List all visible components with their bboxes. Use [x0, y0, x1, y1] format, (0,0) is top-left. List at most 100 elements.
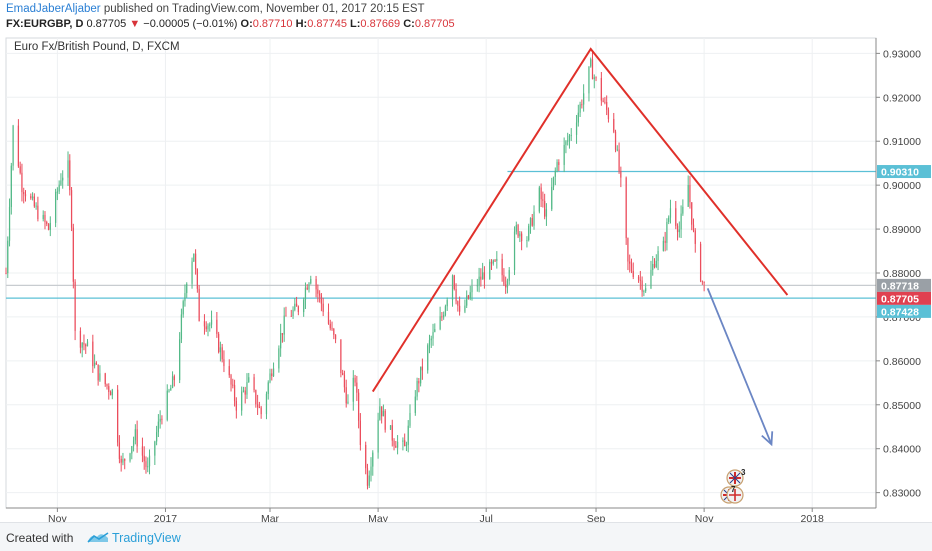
candle-body: [508, 270, 510, 281]
candle-body: [216, 319, 218, 334]
candle-body: [414, 396, 416, 413]
candle-body: [329, 323, 331, 329]
candle-body: [322, 303, 324, 312]
candle-body: [159, 418, 161, 422]
candle-body: [232, 384, 234, 386]
eu-flag-icon[interactable]: 7: [726, 485, 744, 504]
candle-body: [267, 382, 269, 394]
chart-header: EmadJaberAljaber published on TradingVie…: [0, 0, 932, 32]
candle-body: [466, 295, 468, 306]
candle-body: [47, 223, 50, 230]
x-tick-label: Sep: [587, 513, 606, 522]
candle-body: [290, 315, 292, 317]
candle-body: [132, 440, 135, 447]
candle-body: [627, 238, 629, 262]
candle-body: [292, 309, 294, 317]
candle-body: [687, 185, 689, 207]
x-tick-label: Nov: [695, 513, 714, 522]
candle-body: [99, 373, 101, 381]
candle-body: [602, 100, 604, 102]
candle-body: [563, 144, 565, 165]
close-value: 0.87705: [414, 18, 455, 30]
candle-body: [343, 374, 346, 388]
candle-body: [652, 263, 654, 270]
candle-body: [136, 429, 138, 447]
candle-body: [8, 207, 11, 241]
candle-body: [145, 461, 147, 467]
candle-body: [304, 287, 307, 300]
candle-body: [639, 279, 641, 281]
candle-body: [643, 291, 645, 293]
candle-body: [664, 240, 666, 243]
candle-body: [641, 280, 643, 292]
candle-body: [701, 280, 703, 282]
candle-body: [404, 440, 406, 447]
open-label: O:: [240, 18, 253, 30]
candle-body: [483, 272, 486, 280]
drawings: [371, 47, 789, 447]
price-chart[interactable]: 0.93000 0.92000 0.91000 0.90000 0.89000 0.880…: [0, 32, 932, 525]
event-badge-count: 3: [741, 468, 746, 477]
candle-body: [58, 184, 60, 192]
price-label-text: 0.90310: [881, 167, 919, 179]
candle-body: [166, 390, 168, 420]
x-tick-label: 2018: [801, 513, 825, 522]
candle-body: [203, 321, 206, 327]
candle-body: [265, 393, 268, 415]
candle-body: [342, 372, 344, 375]
candle-body: [538, 187, 540, 212]
candle-body: [416, 380, 418, 397]
candle-body: [253, 377, 255, 391]
candle-body: [389, 425, 392, 430]
candle-body: [552, 176, 555, 187]
candle-body: [620, 171, 622, 178]
tradingview-brand[interactable]: TradingView: [112, 531, 181, 545]
price-label-box: [877, 165, 931, 179]
candle-body: [248, 377, 250, 383]
y-tick-label: 0.84000: [883, 444, 921, 456]
footer: Created with TradingView: [0, 522, 932, 551]
candle-body: [235, 401, 237, 411]
candle-body: [173, 376, 175, 381]
candle-body: [118, 442, 121, 459]
candle-body: [528, 225, 530, 241]
candle-body: [515, 225, 517, 232]
candle-body: [402, 440, 404, 442]
candle-body: [85, 344, 87, 347]
tradingview-logo-icon[interactable]: [86, 529, 110, 545]
price-label-box: [877, 304, 931, 318]
chart-area[interactable]: 0.93000 0.92000 0.91000 0.90000 0.89000 0.880…: [0, 32, 932, 525]
y-tick-label: 0.86000: [883, 356, 921, 368]
uk-flag-icon[interactable]: 3: [726, 468, 746, 487]
candle-body: [441, 316, 443, 318]
candle-body: [629, 261, 631, 264]
candle-body: [666, 221, 668, 243]
candle-body: [241, 391, 243, 411]
candle-body: [23, 192, 25, 195]
candle-body: [97, 364, 99, 381]
candle-body: [453, 275, 455, 289]
author-link[interactable]: EmadJaberAljaber: [6, 3, 101, 15]
candle-body: [106, 384, 108, 387]
candle-body: [593, 77, 595, 80]
candle-body: [575, 122, 578, 135]
candle-body: [131, 446, 133, 454]
candle-body: [581, 104, 583, 106]
candle-body: [134, 429, 136, 441]
candle-body: [614, 131, 617, 150]
candle-body: [196, 269, 198, 289]
chart-title: Euro Fx/British Pound, D, FXCM: [14, 41, 180, 53]
candle-body: [310, 278, 312, 284]
candle-body: [120, 458, 122, 463]
low-label: L:: [350, 18, 361, 30]
x-tick-label: Jul: [479, 513, 492, 522]
candle-body: [72, 227, 74, 282]
candle-body: [83, 342, 85, 345]
candle-body: [347, 401, 349, 404]
candle-body: [109, 391, 112, 396]
candle-body: [147, 466, 149, 468]
candle-body: [92, 341, 94, 367]
candle-body: [218, 333, 220, 353]
candle-body: [503, 275, 505, 285]
candle-body: [650, 269, 652, 289]
